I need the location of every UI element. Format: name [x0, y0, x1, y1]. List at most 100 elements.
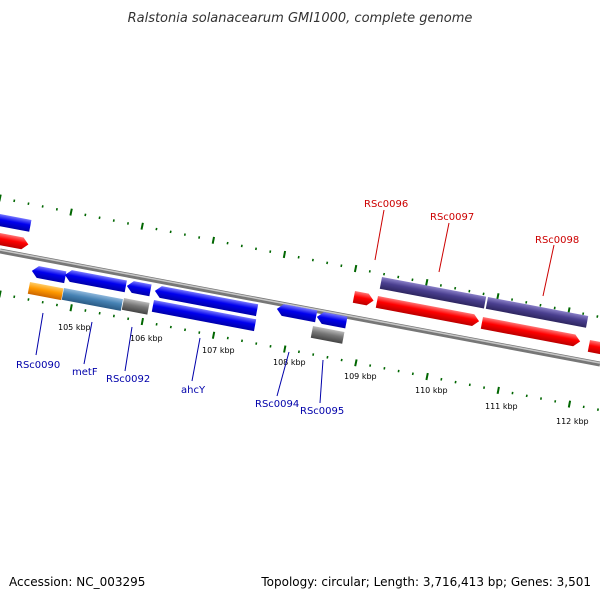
minor-tick-mark	[226, 241, 229, 245]
minor-tick-mark	[269, 250, 272, 253]
gene-feature[interactable]	[485, 297, 589, 328]
minor-tick-mark	[483, 386, 486, 389]
minor-tick-mark	[525, 301, 528, 304]
gene-label-rsc0095[interactable]: RSc0095	[300, 406, 344, 417]
minor-tick-mark	[397, 275, 400, 279]
minor-tick-mark	[411, 278, 414, 282]
gene-feature[interactable]	[64, 269, 127, 293]
minor-tick-mark	[468, 289, 471, 293]
inner-tick-track	[0, 290, 599, 411]
minor-tick-mark	[169, 325, 172, 329]
gene-feature[interactable]	[154, 285, 259, 317]
major-tick-mark	[354, 359, 358, 367]
minor-tick-mark	[13, 295, 16, 299]
gene-label-metf[interactable]: metF	[72, 367, 98, 378]
kbp-label: 109 kbp	[344, 372, 377, 381]
gene-label-rsc0096[interactable]: RSc0096	[364, 199, 408, 210]
kbp-label: 112 kbp	[556, 417, 589, 426]
reverse-gene-labels: RSc0090 metF RSc0092 ahcY RSc0094 RSc009…	[16, 312, 344, 417]
minor-tick-mark	[98, 216, 101, 220]
minor-tick-mark	[340, 264, 343, 268]
minor-tick-mark	[596, 408, 599, 411]
major-tick-mark	[425, 372, 429, 381]
minor-tick-mark	[596, 315, 599, 318]
minor-tick-mark	[98, 311, 101, 315]
minor-tick-mark	[525, 394, 528, 398]
minor-tick-mark	[84, 213, 87, 217]
gene-feature[interactable]	[587, 340, 600, 356]
kbp-label: 107 kbp	[202, 346, 235, 355]
minor-tick-mark	[27, 202, 30, 205]
gene-feature[interactable]	[276, 303, 318, 323]
major-tick-mark	[425, 279, 429, 287]
gene-feature[interactable]	[126, 280, 152, 297]
major-tick-mark	[69, 208, 73, 216]
gene-label-rsc0094[interactable]: RSc0094	[255, 399, 299, 410]
gene-feature[interactable]	[375, 296, 480, 327]
major-tick-mark	[140, 317, 144, 326]
major-tick-mark	[211, 331, 216, 339]
minor-tick-mark	[13, 199, 16, 203]
gene-feature[interactable]	[0, 214, 32, 232]
minor-tick-mark	[582, 312, 585, 315]
gene-feature[interactable]	[151, 300, 257, 332]
minor-tick-mark	[411, 372, 414, 376]
gene-feature[interactable]	[121, 298, 150, 315]
minor-tick-mark	[297, 255, 300, 259]
major-tick-mark	[283, 345, 287, 353]
kbp-labels: 105 kbp 106 kbp 107 kbp 108 kbp 109 kbp …	[58, 323, 589, 426]
minor-tick-mark	[184, 328, 187, 332]
minor-tick-mark	[41, 205, 44, 208]
accession-text: Accession: NC_003295	[9, 575, 145, 589]
major-tick-mark	[69, 304, 73, 312]
gene-label-ahcy[interactable]: ahcY	[181, 385, 206, 396]
minor-tick-mark	[511, 298, 514, 301]
gene-label-rsc0092[interactable]: RSc0092	[106, 374, 150, 385]
minor-tick-mark	[297, 350, 300, 354]
minor-tick-mark	[155, 227, 158, 231]
gene-feature[interactable]	[61, 288, 123, 311]
minor-tick-mark	[383, 272, 386, 276]
gene-feature[interactable]	[31, 265, 67, 284]
major-tick-mark	[282, 250, 287, 259]
map-title: Ralstonia solanacearum GMI1000, complete…	[128, 11, 473, 26]
major-tick-mark	[140, 222, 144, 230]
forward-strand-features	[0, 214, 600, 356]
minor-tick-mark	[255, 342, 258, 345]
reverse-strand-features	[27, 282, 348, 344]
kbp-label: 110 kbp	[415, 386, 448, 395]
gene-feature[interactable]	[310, 326, 345, 344]
kbp-label: 105 kbp	[58, 323, 91, 332]
gene-feature[interactable]	[0, 233, 29, 250]
minor-tick-mark	[539, 303, 542, 307]
minor-tick-mark	[169, 230, 172, 234]
major-tick-mark	[496, 386, 500, 394]
major-tick-mark	[567, 400, 572, 408]
minor-tick-mark	[55, 303, 58, 307]
minor-tick-mark	[326, 261, 329, 265]
minor-tick-mark	[440, 377, 443, 381]
kbp-label: 108 kbp	[273, 358, 306, 367]
gene-feature[interactable]	[379, 277, 487, 309]
minor-tick-mark	[454, 286, 457, 290]
gene-feature[interactable]	[27, 282, 64, 301]
major-tick-mark	[211, 236, 215, 244]
kbp-label: 111 kbp	[485, 402, 518, 411]
kbp-label: 106 kbp	[130, 334, 163, 343]
forward-gene-labels: RSc0096 RSc0097 RSc0098	[364, 199, 579, 297]
outer-tick-track	[0, 194, 599, 318]
gene-label-rsc0097[interactable]: RSc0097	[430, 212, 474, 223]
gene-label-rsc0098[interactable]: RSc0098	[535, 235, 579, 246]
minor-tick-mark	[326, 355, 329, 359]
minor-tick-mark	[27, 298, 30, 301]
gene-feature[interactable]	[316, 311, 348, 329]
minor-tick-mark	[340, 358, 343, 362]
major-tick-mark	[0, 290, 2, 298]
minor-tick-mark	[454, 380, 457, 384]
gene-feature[interactable]	[480, 317, 581, 347]
minor-tick-mark	[198, 236, 201, 239]
major-tick-mark	[353, 264, 358, 273]
gene-label-rsc0090[interactable]: RSc0090	[16, 360, 60, 371]
gene-feature[interactable]	[352, 291, 375, 307]
